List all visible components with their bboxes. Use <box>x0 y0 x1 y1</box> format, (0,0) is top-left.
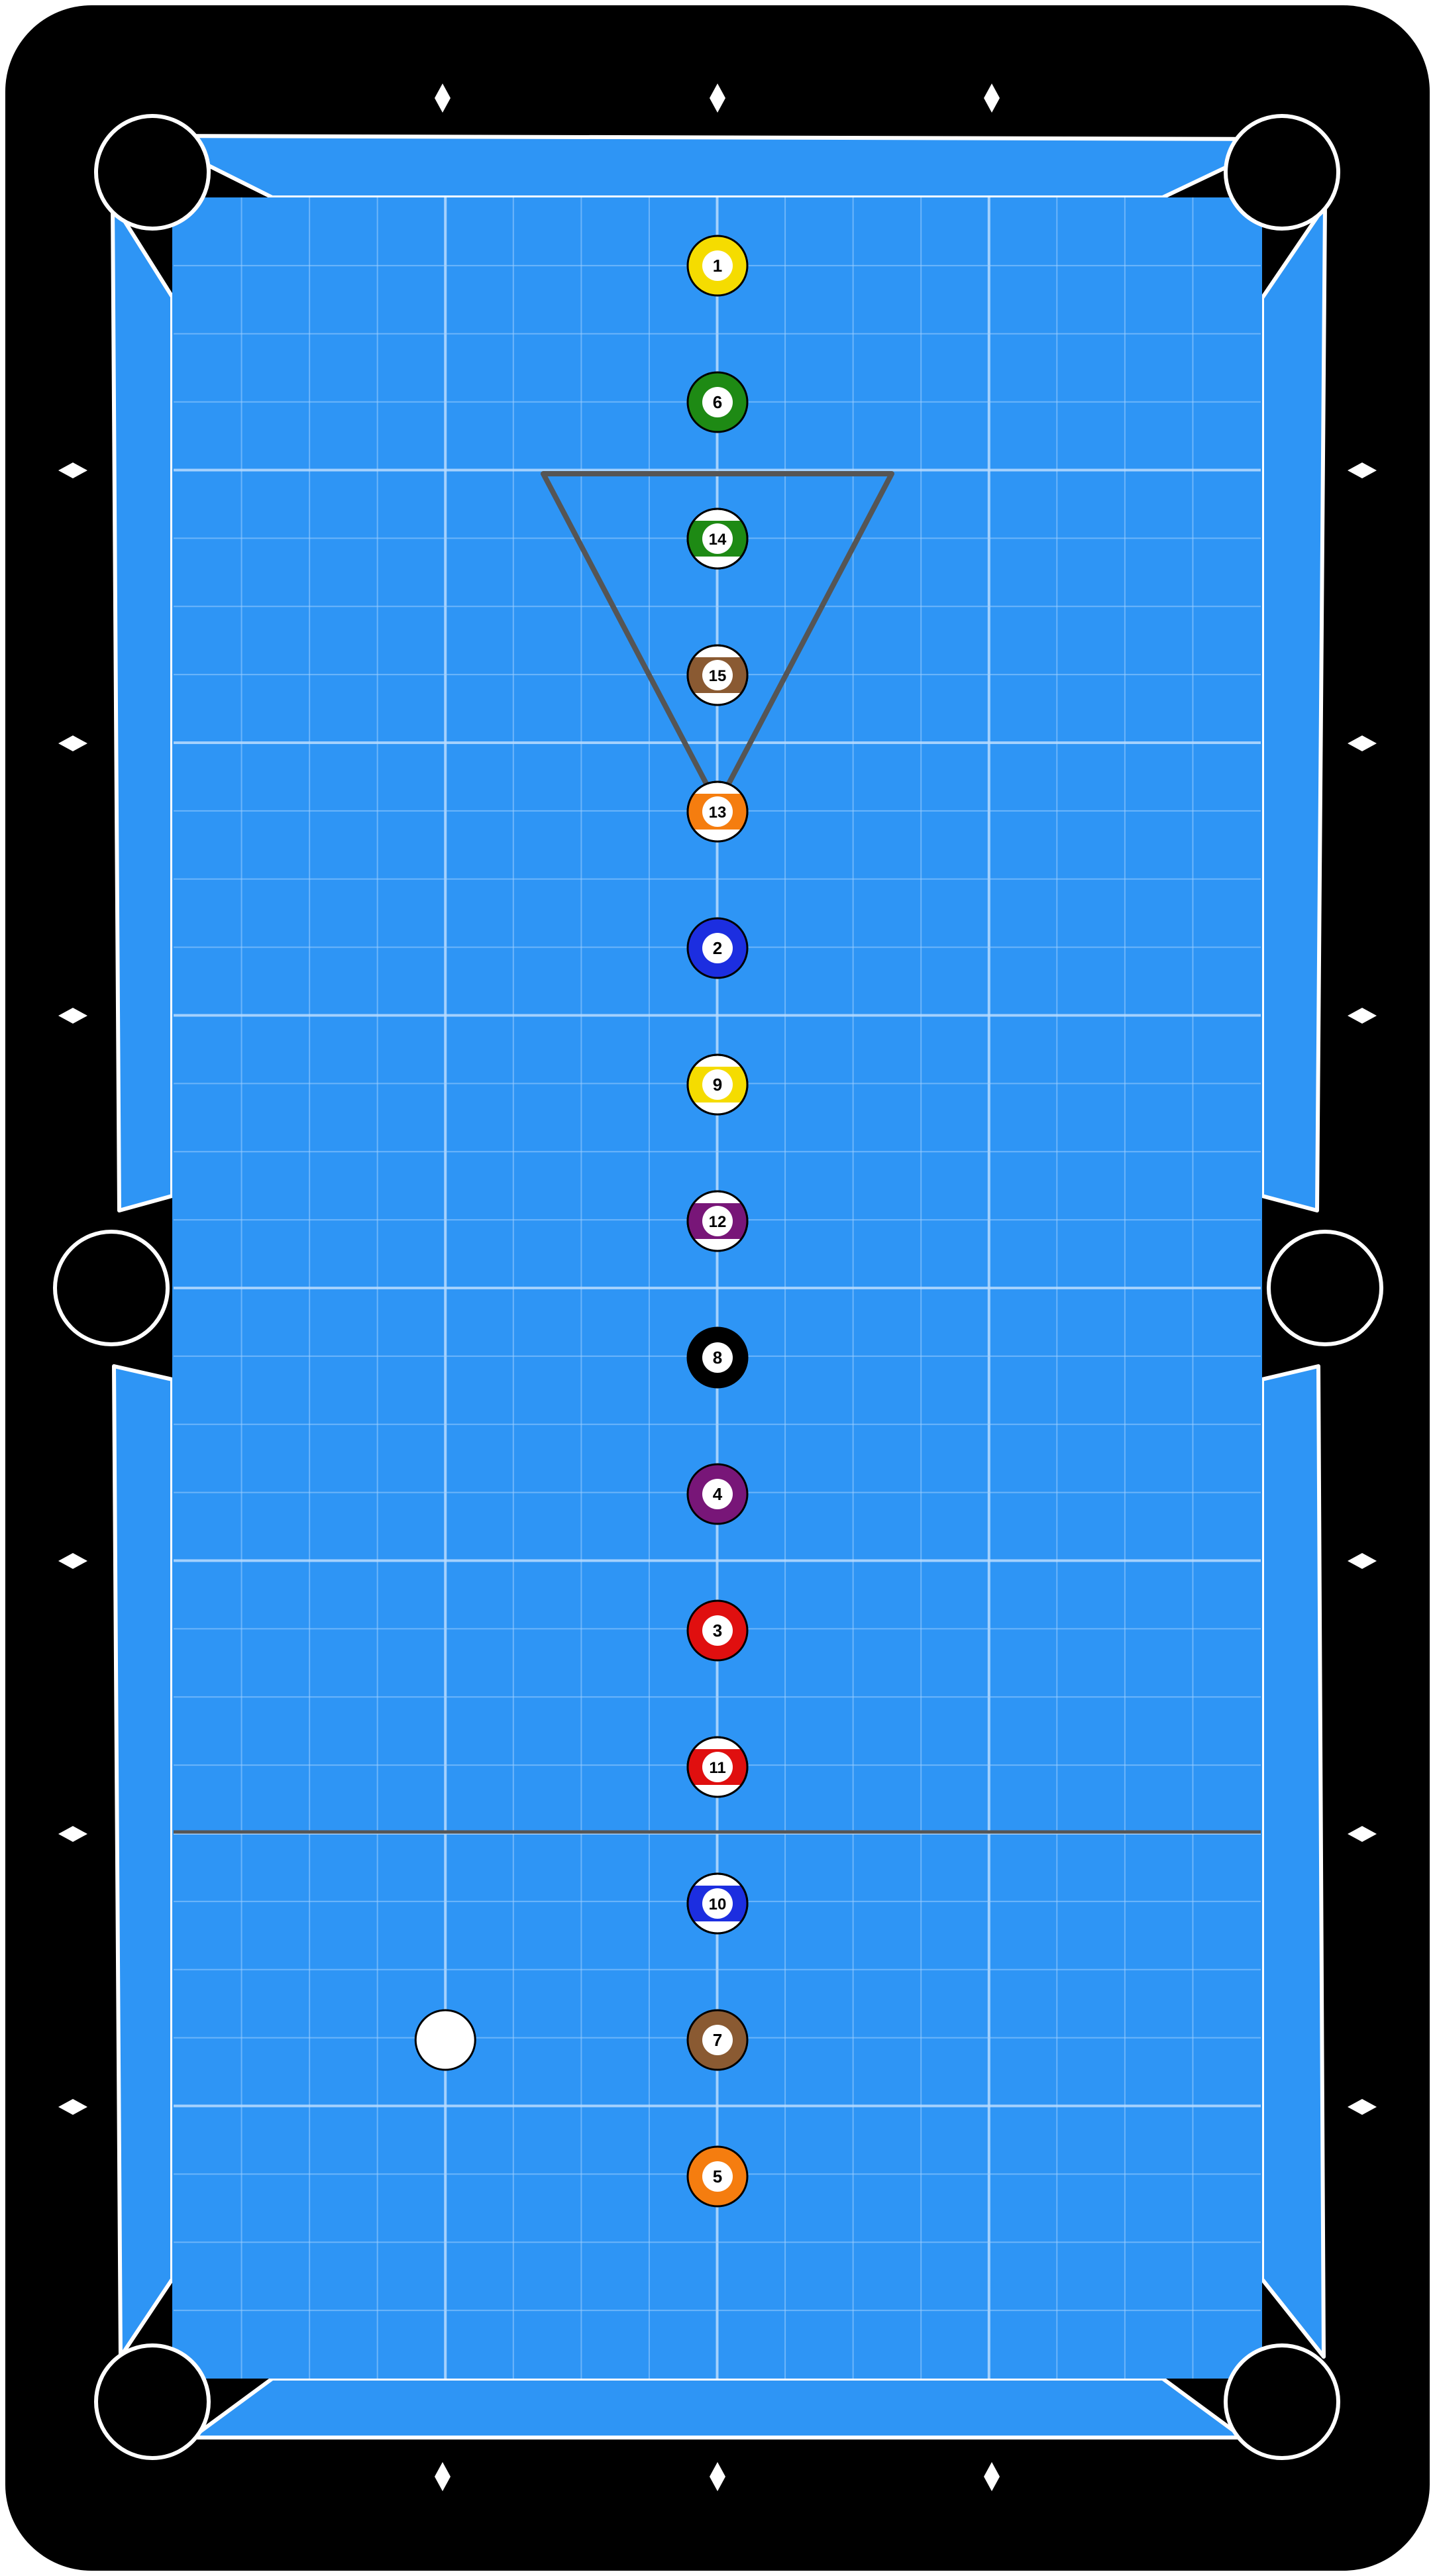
ball-12: 12 <box>686 1190 749 1252</box>
cushion-top <box>147 134 1287 199</box>
cushion-right-bottom <box>1260 1364 1326 2359</box>
diamond-icon <box>984 83 1000 113</box>
pockets <box>53 114 1383 2460</box>
ball-number: 13 <box>709 804 727 822</box>
ball-10: 10 <box>686 1872 749 1935</box>
ball-number: 2 <box>713 938 722 958</box>
diamond-icon <box>1348 2099 1377 2115</box>
ball-7: 7 <box>686 2009 749 2071</box>
ball-number: 3 <box>713 1621 722 1640</box>
ball-11: 11 <box>686 1736 749 1798</box>
diamond-icon <box>710 83 725 113</box>
ball-number: 12 <box>709 1213 727 1231</box>
ball-number: 5 <box>713 2167 722 2186</box>
ball-number: 9 <box>713 1075 722 1095</box>
ball-3: 3 <box>686 1599 749 1662</box>
cue-ball <box>414 2009 476 2071</box>
ball-15: 15 <box>686 644 749 706</box>
ball-6: 6 <box>686 371 749 433</box>
ball-14: 14 <box>686 508 749 570</box>
cushion-left-top <box>111 200 174 1212</box>
diamond-icon <box>1348 1008 1377 1024</box>
diamond-icon <box>435 83 451 113</box>
diamond-icon <box>58 2099 87 2115</box>
ball-4: 4 <box>686 1463 749 1525</box>
pocket-bottom-left <box>94 2343 211 2460</box>
pocket-top-left <box>94 114 211 231</box>
ball-number: 7 <box>713 2030 722 2050</box>
diamond-icon <box>1348 1553 1377 1569</box>
ball-number: 6 <box>713 392 722 412</box>
ball-number: 15 <box>709 667 727 685</box>
diamond-icon <box>58 1008 87 1024</box>
ball-number: 11 <box>709 1759 725 1777</box>
ball-5: 5 <box>686 2145 749 2208</box>
diamond-icon <box>435 2462 451 2491</box>
pocket-side-right <box>1267 1230 1383 1346</box>
pocket-top-right <box>1224 114 1340 231</box>
ball-number: 8 <box>713 1348 722 1368</box>
ball-number: 10 <box>709 1896 727 1913</box>
cushion-bottom <box>190 2377 1248 2442</box>
ball-number: 4 <box>713 1484 723 1504</box>
cushion-left-bottom <box>112 1364 174 2359</box>
diamond-icon <box>984 2462 1000 2491</box>
cushion-right-top <box>1260 203 1327 1212</box>
balls: 1 6 14 15 13 2 9 12 8 4 3 11 10 7 5 <box>414 235 749 2208</box>
diamond-icon <box>58 1553 87 1569</box>
diamond-icon <box>1348 735 1377 751</box>
diamond-icon <box>1348 1826 1377 1842</box>
diamond-icon <box>58 735 87 751</box>
ball-number: 1 <box>713 256 722 276</box>
diamond-icon <box>710 2462 725 2491</box>
ball-8: 8 <box>686 1326 749 1389</box>
pocket-side-left <box>53 1230 170 1346</box>
rail-diamonds <box>58 83 1377 2491</box>
ball-13: 13 <box>686 780 749 843</box>
pocket-bottom-right <box>1224 2343 1340 2460</box>
diamond-icon <box>58 462 87 478</box>
diamond-icon <box>58 1826 87 1842</box>
diamond-icon <box>1348 462 1377 478</box>
ball-2: 2 <box>686 917 749 979</box>
rack-triangle <box>541 471 894 808</box>
ball-number: 14 <box>709 531 727 549</box>
ball-9: 9 <box>686 1053 749 1116</box>
ball-1: 1 <box>686 235 749 297</box>
